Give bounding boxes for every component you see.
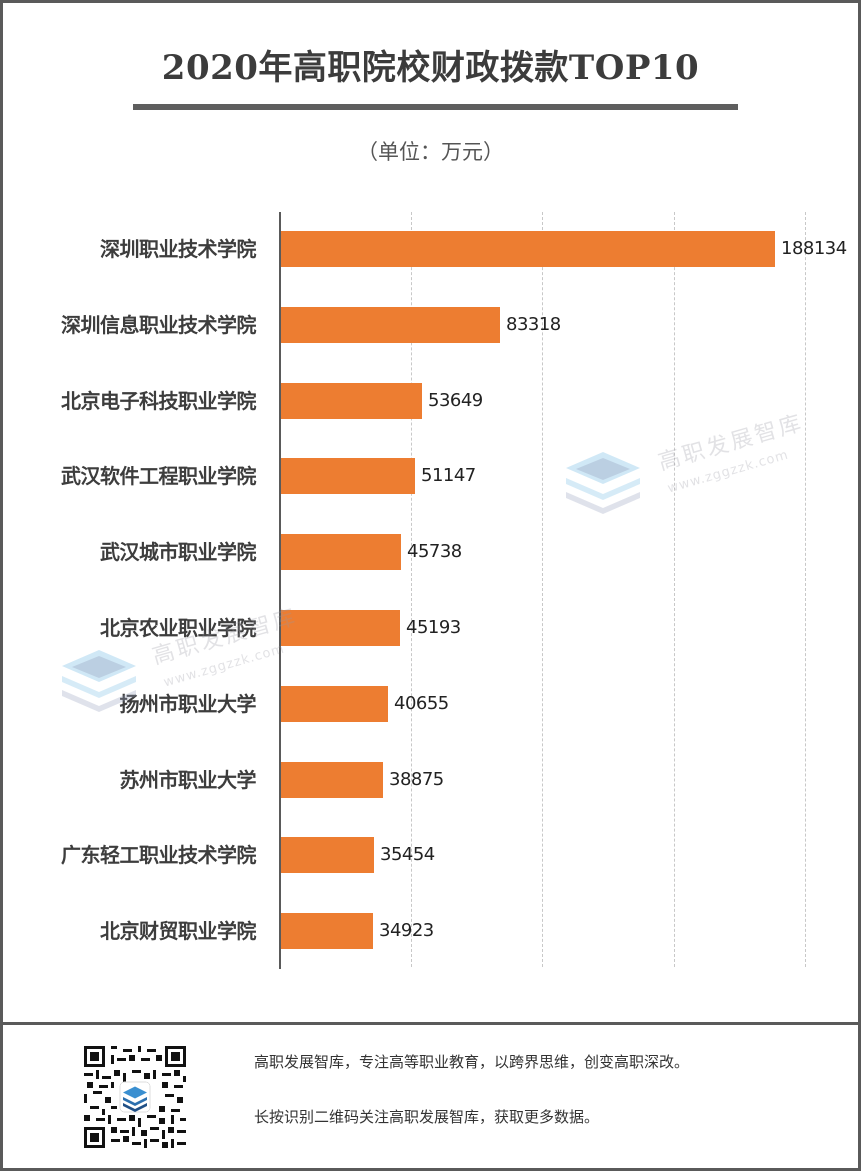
bar-row: 扬州市职业大学 40655 — [0, 685, 861, 722]
bar — [281, 913, 373, 950]
category-label: 苏州市职业大学 — [119, 767, 257, 792]
gridline — [674, 212, 675, 967]
bar — [281, 837, 374, 874]
bar-row: 北京财贸职业学院 34923 — [0, 913, 861, 950]
gridline — [411, 212, 412, 967]
bar — [281, 231, 775, 267]
bar — [281, 382, 422, 419]
bar-chart: 深圳职业技术学院 188134 深圳信息职业技术学院 83318 北京电子科技职业学院 5… — [0, 212, 861, 969]
category-label: 北京农业职业学院 — [100, 616, 257, 640]
title-underline — [133, 104, 738, 110]
value-label: 38875 — [389, 768, 444, 790]
value-label: 34923 — [379, 920, 434, 942]
category-label: 武汉软件工程职业学院 — [61, 464, 257, 489]
category-label: 深圳信息职业技术学院 — [61, 312, 257, 337]
gridline — [805, 212, 806, 967]
category-label: 广东轻工职业技术学院 — [61, 843, 257, 868]
bar-row: 深圳信息职业技术学院 83318 — [0, 306, 861, 343]
bar-row: 苏州市职业大学 38875 — [0, 761, 861, 798]
category-label: 武汉城市职业学院 — [100, 540, 257, 565]
bar — [281, 685, 388, 722]
y-axis-line — [279, 212, 281, 969]
value-label: 83318 — [506, 313, 561, 335]
value-label: 35454 — [380, 844, 435, 866]
unit-label: （单位：万元） — [357, 140, 504, 164]
bar-row: 北京电子科技职业学院 53649 — [0, 382, 861, 419]
value-label: 45193 — [406, 617, 461, 638]
bar — [281, 306, 500, 343]
category-label: 深圳职业技术学院 — [100, 237, 257, 261]
bar-row: 武汉软件工程职业学院 51147 — [0, 458, 861, 495]
value-label: 51147 — [421, 465, 476, 487]
bar-row: 武汉城市职业学院 45738 — [0, 534, 861, 571]
qr-code-icon[interactable] — [84, 1046, 186, 1148]
gridline — [542, 212, 543, 967]
category-label: 北京电子科技职业学院 — [61, 388, 257, 413]
value-label: 188134 — [781, 238, 847, 259]
category-label: 扬州市职业大学 — [119, 691, 257, 716]
bar-row: 广东轻工职业技术学院 35454 — [0, 837, 861, 874]
value-label: 53649 — [428, 389, 483, 411]
bar — [281, 458, 415, 495]
footer-divider — [0, 1022, 861, 1025]
bar-row: 深圳职业技术学院 188134 — [0, 231, 861, 267]
value-label: 45738 — [407, 541, 462, 563]
category-label: 北京财贸职业学院 — [100, 919, 257, 944]
bar — [281, 534, 401, 571]
footer-slogan: 高职发展智库，专注高等职业教育，以跨界思维，创变高职深改。 — [254, 1053, 690, 1071]
bar — [281, 761, 383, 798]
footer-qr-hint: 长按识别二维码关注高职发展智库，获取更多数据。 — [254, 1108, 600, 1126]
chart-title: 2020年高职院校财政拨款TOP10 — [161, 48, 700, 88]
bar-row: 北京农业职业学院 45193 — [0, 610, 861, 646]
bar — [281, 610, 400, 646]
value-label: 40655 — [394, 692, 449, 714]
